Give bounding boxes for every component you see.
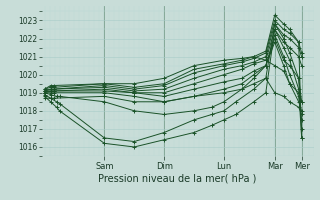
- X-axis label: Pression niveau de la mer( hPa ): Pression niveau de la mer( hPa ): [99, 173, 257, 183]
